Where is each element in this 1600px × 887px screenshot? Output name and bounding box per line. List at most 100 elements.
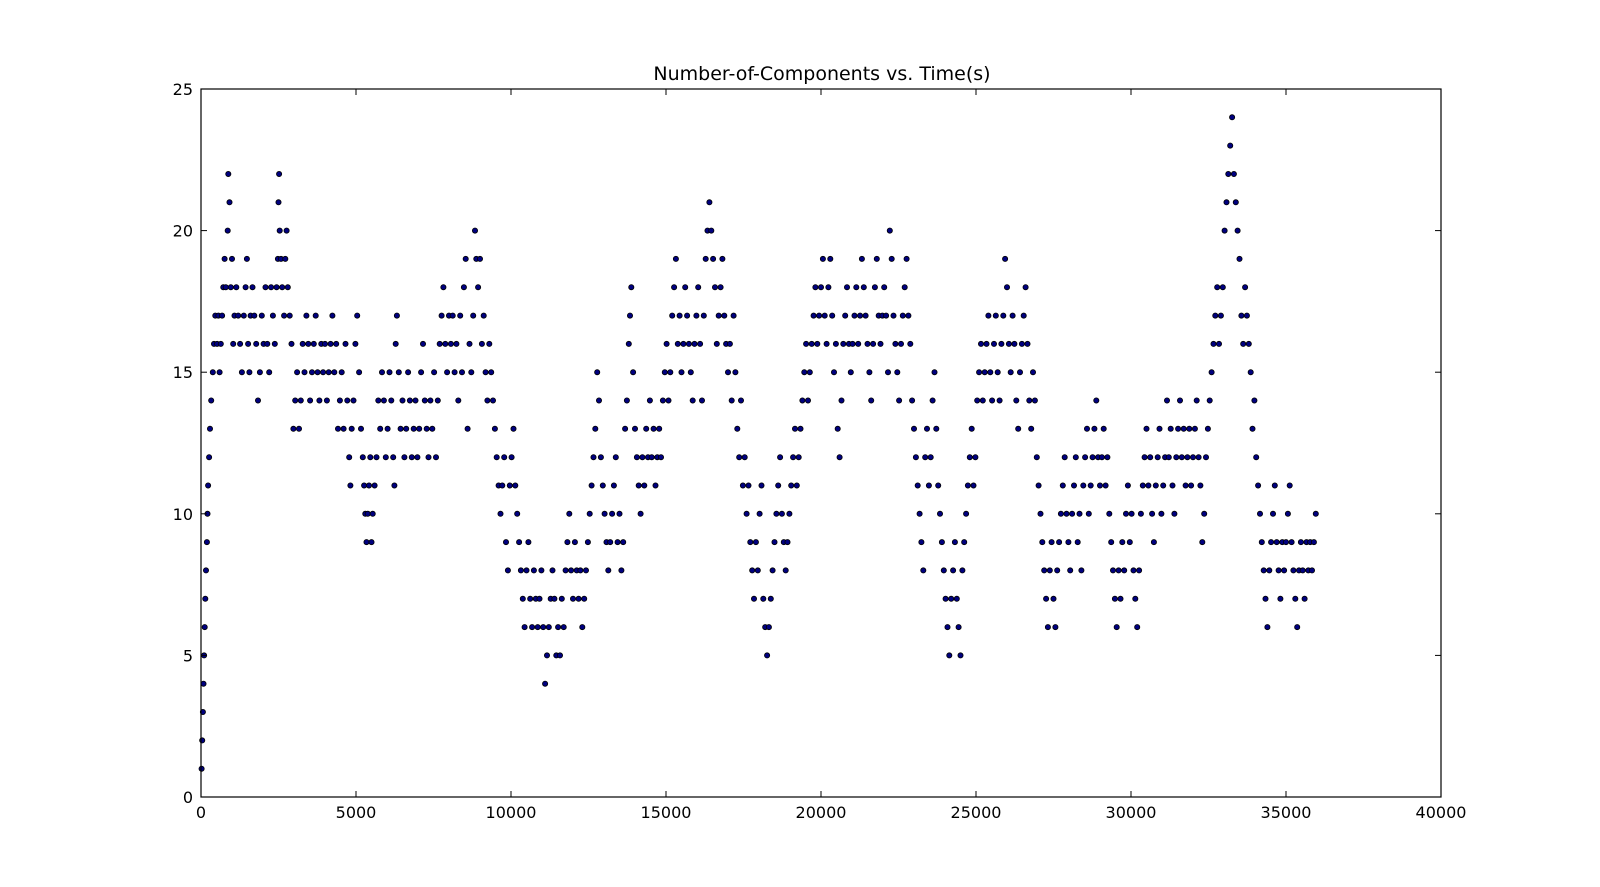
data-point [1152, 482, 1159, 489]
data-point [1143, 425, 1150, 432]
data-point [989, 397, 996, 404]
data-point [586, 510, 593, 517]
data-point [1124, 482, 1131, 489]
data-point [1043, 595, 1050, 602]
data-point [444, 369, 451, 376]
data-point [911, 425, 918, 432]
data-point [1015, 425, 1022, 432]
data-point [516, 539, 523, 546]
x-tick-label: 25000 [951, 803, 1002, 822]
data-point [468, 369, 475, 376]
data-point [827, 255, 834, 262]
data-point [338, 369, 345, 376]
data-point [545, 624, 552, 631]
data-point [601, 510, 608, 517]
data-point [1110, 567, 1117, 574]
data-point [391, 482, 398, 489]
data-point [754, 567, 761, 574]
data-point [650, 425, 657, 432]
data-point [282, 255, 289, 262]
data-point [344, 397, 351, 404]
data-point [577, 567, 584, 574]
data-point [788, 482, 795, 489]
data-point [342, 340, 349, 347]
data-point [883, 312, 890, 319]
data-point [208, 397, 215, 404]
data-point [226, 199, 233, 206]
data-point [288, 340, 295, 347]
data-point [1013, 397, 1020, 404]
data-point [741, 454, 748, 461]
data-point [240, 312, 247, 319]
data-point [985, 312, 992, 319]
data-point [857, 312, 864, 319]
data-point [560, 624, 567, 631]
x-tick-label: 15000 [641, 803, 692, 822]
data-point [672, 255, 679, 262]
data-point [356, 369, 363, 376]
data-point [294, 369, 301, 376]
data-point [769, 567, 776, 574]
data-point [625, 340, 632, 347]
data-point [1301, 595, 1308, 602]
data-point [217, 340, 224, 347]
data-point [484, 397, 491, 404]
data-point [632, 425, 639, 432]
data-point [523, 567, 530, 574]
data-point [898, 340, 905, 347]
data-point [1033, 454, 1040, 461]
data-point [860, 284, 867, 291]
data-point [940, 567, 947, 574]
data-point [1076, 510, 1083, 517]
data-point [303, 312, 310, 319]
data-point [871, 284, 878, 291]
data-point [1082, 454, 1089, 461]
data-point [555, 624, 562, 631]
data-point [482, 369, 489, 376]
data-point [329, 312, 336, 319]
data-point [202, 595, 209, 602]
data-point [512, 482, 519, 489]
data-point [451, 369, 458, 376]
data-point [312, 312, 319, 319]
data-point [371, 482, 378, 489]
data-point [478, 340, 485, 347]
data-point [931, 369, 938, 376]
data-point [1071, 482, 1078, 489]
data-point [401, 454, 408, 461]
data-point [331, 369, 338, 376]
data-point [1229, 114, 1236, 121]
data-point [1024, 340, 1031, 347]
data-point [699, 397, 706, 404]
data-point [1178, 454, 1185, 461]
data-point [514, 510, 521, 517]
data-point [927, 454, 934, 461]
data-point [564, 539, 571, 546]
data-point [1102, 482, 1109, 489]
data-point [410, 425, 417, 432]
data-point [1297, 539, 1304, 546]
data-point [1227, 142, 1234, 149]
data-point [886, 227, 893, 234]
data-point [873, 255, 880, 262]
data-point [674, 340, 681, 347]
data-point [1288, 539, 1295, 546]
data-point [942, 595, 949, 602]
data-point [205, 482, 212, 489]
data-point [760, 595, 767, 602]
data-point [388, 397, 395, 404]
data-point [519, 595, 526, 602]
data-point [361, 482, 368, 489]
data-point [862, 312, 869, 319]
data-point [384, 425, 391, 432]
data-point [423, 425, 430, 432]
data-point [1164, 397, 1171, 404]
data-point [566, 510, 573, 517]
data-point [1175, 425, 1182, 432]
data-point [643, 425, 650, 432]
data-point [726, 340, 733, 347]
data-point [825, 284, 832, 291]
data-point [365, 482, 372, 489]
data-point [251, 312, 258, 319]
